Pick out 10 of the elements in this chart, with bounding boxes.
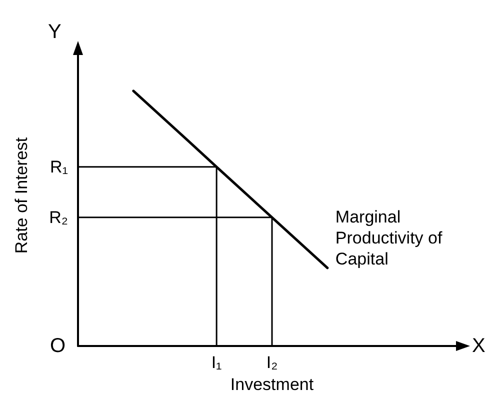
text: R₁	[50, 157, 68, 176]
x-axis-title: Investment	[230, 375, 314, 394]
text: R₂	[49, 208, 68, 227]
x-tick-label: I₁	[211, 353, 222, 372]
text: X	[472, 335, 486, 357]
y-axis-title: Rate of Interest	[12, 137, 31, 254]
text: Y	[48, 21, 62, 43]
x-tick-label: I₂	[266, 353, 278, 372]
series-label: Marginal Productivity of Capital	[335, 207, 447, 268]
text: O	[50, 335, 66, 357]
